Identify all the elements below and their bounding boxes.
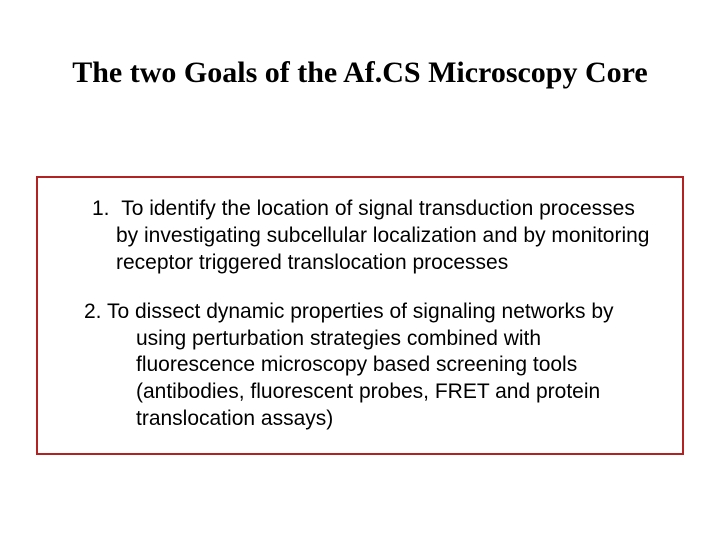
list-item: 2. To dissect dynamic properties of sign… xyxy=(66,299,654,433)
item-text: To identify the location of signal trans… xyxy=(116,197,649,274)
slide: The two Goals of the Af.CS Microscopy Co… xyxy=(0,0,720,540)
item-number: 1. xyxy=(92,197,110,220)
item-text: To dissect dynamic properties of signali… xyxy=(107,300,614,431)
item-number: 2. xyxy=(84,300,102,323)
slide-title: The two Goals of the Af.CS Microscopy Co… xyxy=(0,56,720,89)
content-box: 1. To identify the location of signal tr… xyxy=(36,176,684,455)
list-item: 1. To identify the location of signal tr… xyxy=(66,196,654,277)
